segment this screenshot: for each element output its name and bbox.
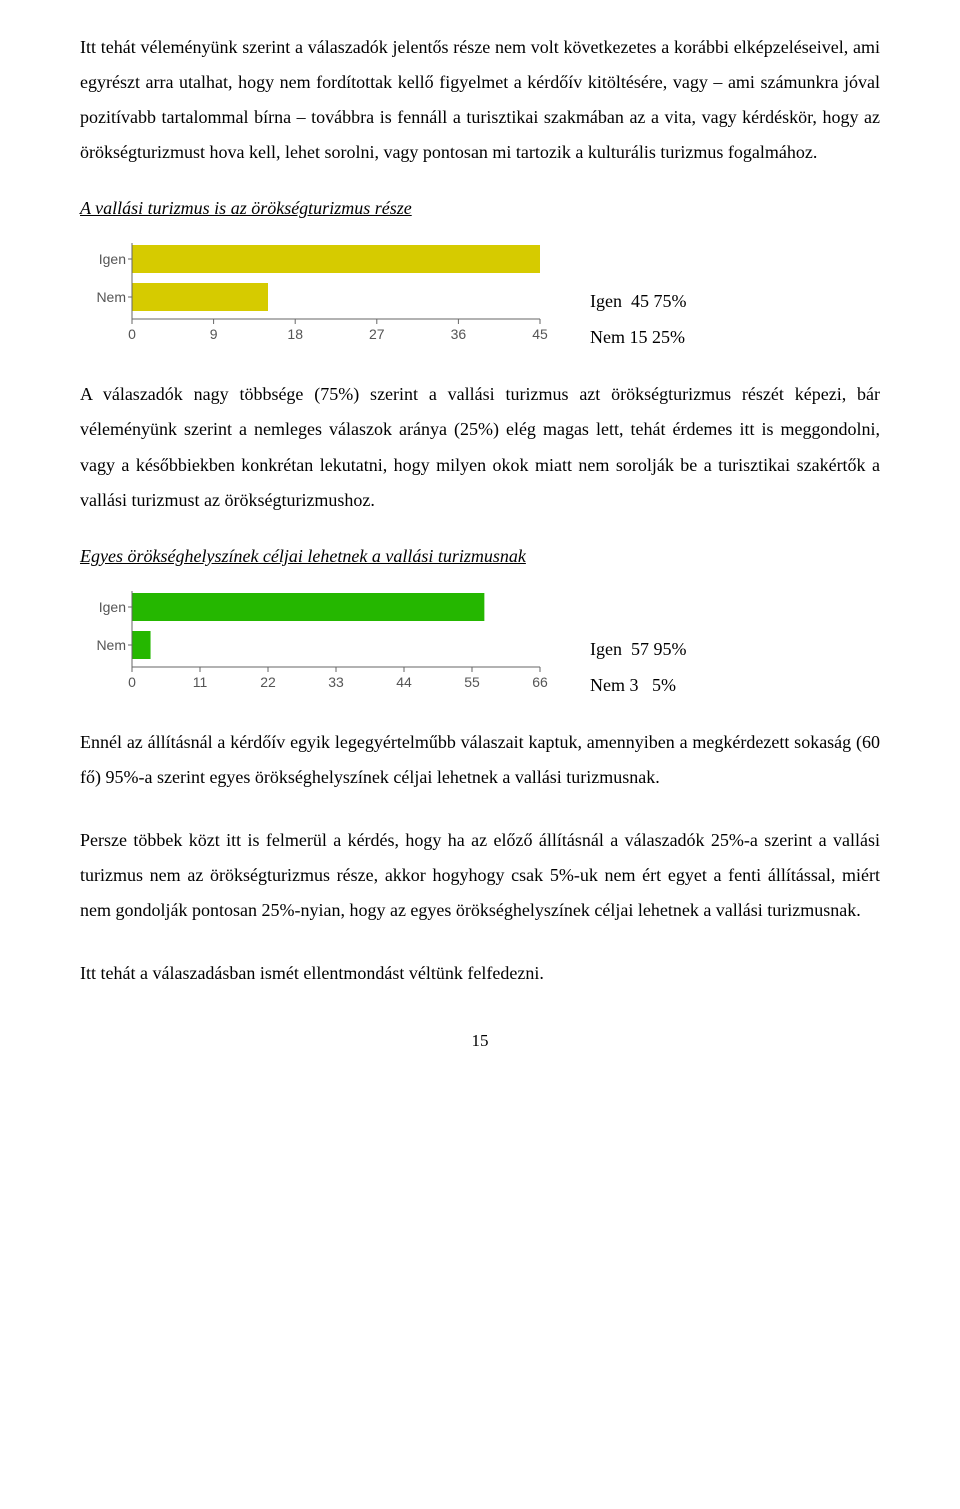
svg-text:9: 9 xyxy=(210,326,218,342)
chart1-legend-igen: Igen 45 75% xyxy=(590,283,686,319)
svg-text:44: 44 xyxy=(396,674,412,690)
svg-text:45: 45 xyxy=(532,326,548,342)
svg-text:0: 0 xyxy=(128,674,136,690)
chart1-legend-nem: Nem 15 25% xyxy=(590,319,686,355)
chart2-legend-nem: Nem 3 5% xyxy=(590,667,686,703)
chart1-svg: Igen Nem 0 9 18 27 36 45 xyxy=(80,237,550,367)
paragraph-5: Itt tehát a válaszadásban ismét ellentmo… xyxy=(80,956,880,991)
svg-text:Nem: Nem xyxy=(96,637,126,653)
svg-text:33: 33 xyxy=(328,674,344,690)
svg-text:Igen: Igen xyxy=(99,599,126,615)
chart2-legend-igen: Igen 57 95% xyxy=(590,631,686,667)
chart1-title: A vallási turizmus is az örökségturizmus… xyxy=(80,198,880,219)
paragraph-1: Itt tehát véleményünk szerint a válaszad… xyxy=(80,30,880,170)
chart1-legend: Igen 45 75% Nem 15 25% xyxy=(590,237,686,355)
svg-text:18: 18 xyxy=(287,326,303,342)
svg-text:Nem: Nem xyxy=(96,289,126,305)
svg-text:36: 36 xyxy=(451,326,467,342)
paragraph-4: Persze többek közt itt is felmerül a kér… xyxy=(80,823,880,928)
svg-text:Igen: Igen xyxy=(99,251,126,267)
chart1-row: Igen Nem 0 9 18 27 36 45 Igen 45 75% Nem 15 25% xyxy=(80,237,880,367)
svg-text:66: 66 xyxy=(532,674,548,690)
paragraph-3: Ennél az állításnál a kérdőív egyik lege… xyxy=(80,725,880,795)
svg-text:0: 0 xyxy=(128,326,136,342)
chart2-svg: Igen Nem 0 11 22 33 44 55 66 xyxy=(80,585,550,715)
svg-text:27: 27 xyxy=(369,326,385,342)
paragraph-2: A válaszadók nagy többsége (75%) szerint… xyxy=(80,377,880,517)
chart2-title: Egyes örökséghelyszínek céljai lehetnek … xyxy=(80,546,880,567)
chart2-legend: Igen 57 95% Nem 3 5% xyxy=(590,585,686,703)
svg-text:22: 22 xyxy=(260,674,276,690)
svg-text:55: 55 xyxy=(464,674,480,690)
svg-text:11: 11 xyxy=(193,674,208,690)
page-number: 15 xyxy=(80,1031,880,1051)
chart2-row: Igen Nem 0 11 22 33 44 55 66 Igen 57 95% Nem 3 5… xyxy=(80,585,880,715)
document-page: Itt tehát véleményünk szerint a válaszad… xyxy=(0,0,960,1091)
